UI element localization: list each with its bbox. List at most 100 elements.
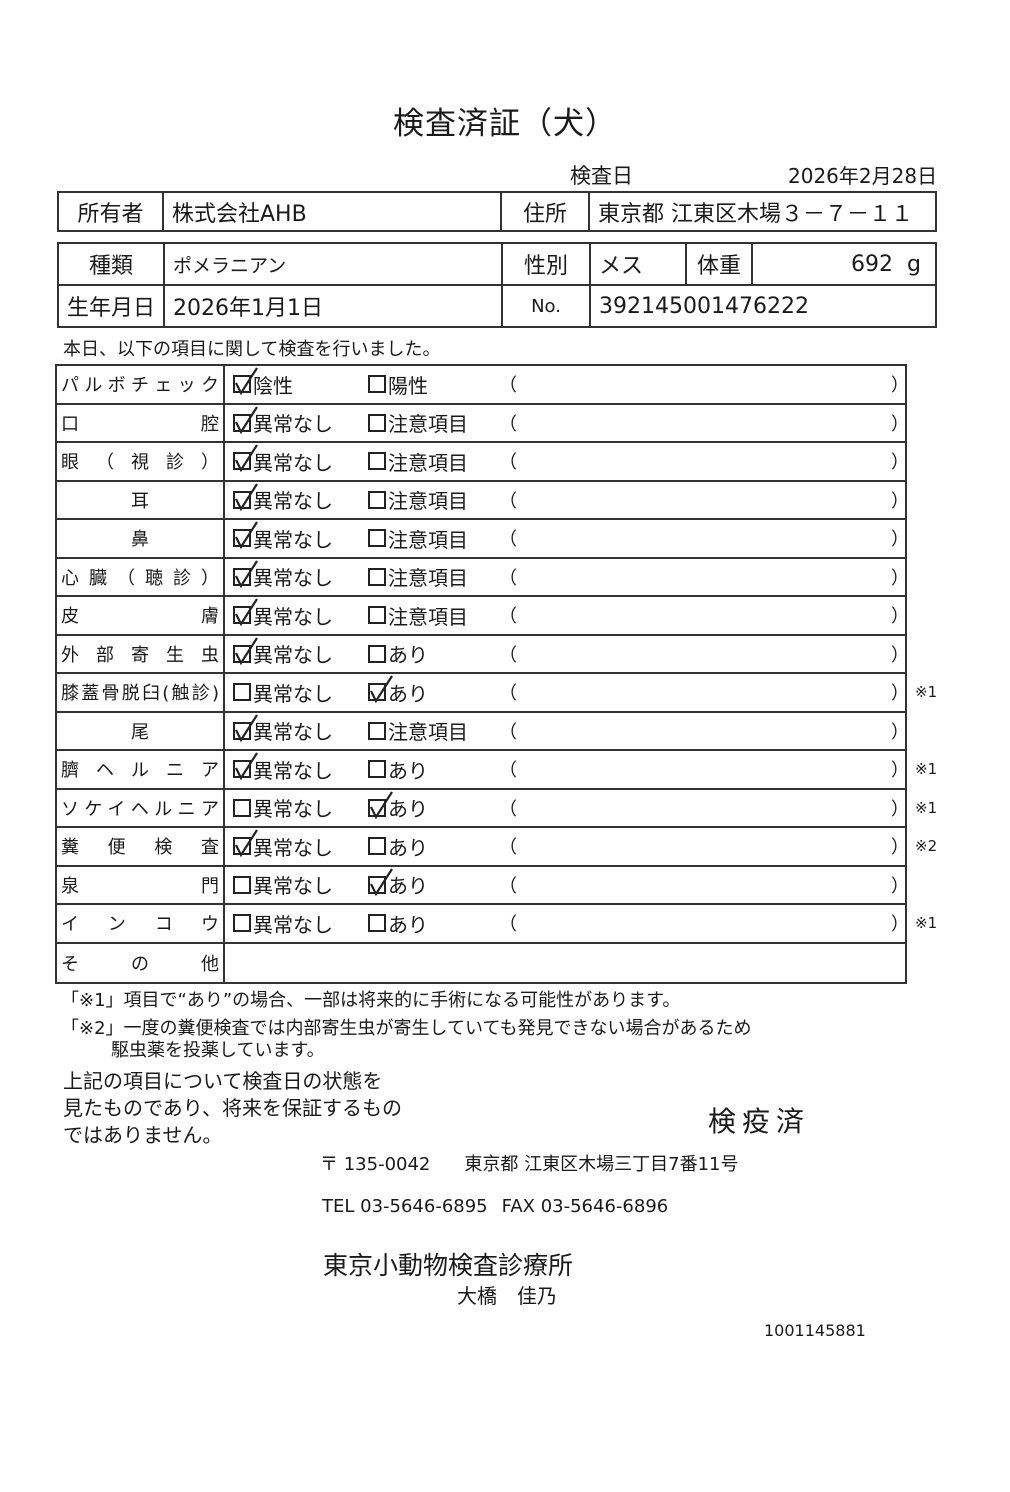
- check-option[interactable]: 異常なし: [233, 636, 333, 673]
- checkbox[interactable]: [233, 683, 251, 702]
- option-label: 注意項目: [388, 604, 468, 629]
- checkmark-icon: [235, 752, 258, 781]
- checkbox[interactable]: [233, 914, 251, 933]
- check-option[interactable]: 注意項目: [368, 520, 468, 557]
- check-item-label: その他: [57, 943, 225, 982]
- check-item-label: 臍ヘルニア: [57, 751, 225, 788]
- check-option[interactable]: 異常なし: [233, 867, 333, 904]
- checkbox[interactable]: [368, 452, 386, 471]
- check-option[interactable]: あり: [368, 636, 428, 673]
- check-option[interactable]: あり: [368, 674, 428, 711]
- remarks-close: ）: [891, 452, 909, 474]
- checkbox[interactable]: [368, 490, 386, 509]
- check-option[interactable]: 異常なし: [233, 790, 333, 827]
- checkbox[interactable]: [233, 714, 258, 742]
- checkbox[interactable]: [368, 413, 386, 432]
- remarks-open: （: [499, 490, 517, 512]
- check-item-text: 臍ヘルニア: [61, 760, 219, 782]
- check-option[interactable]: 異常なし: [233, 674, 333, 711]
- check-option[interactable]: 注意項目: [368, 405, 468, 442]
- option-label: 注意項目: [388, 489, 468, 514]
- checkbox[interactable]: [233, 406, 258, 434]
- checkbox[interactable]: [233, 829, 258, 858]
- check-option[interactable]: 異常なし: [233, 520, 333, 557]
- checkbox[interactable]: [233, 798, 251, 817]
- check-option[interactable]: 異常なし: [233, 597, 333, 634]
- check-option[interactable]: 注意項目: [368, 597, 468, 634]
- check-option[interactable]: 陽性: [368, 366, 428, 403]
- remarks-close: ）: [891, 798, 909, 820]
- check-item-text: 糞便検査: [61, 837, 219, 859]
- checkbox[interactable]: [368, 375, 386, 394]
- check-option[interactable]: あり: [368, 867, 428, 904]
- checkbox[interactable]: [368, 721, 386, 740]
- check-option[interactable]: 異常なし: [233, 713, 333, 750]
- checkmark-icon: [235, 714, 258, 742]
- check-option[interactable]: 異常なし: [233, 751, 333, 788]
- checkbox[interactable]: [368, 914, 386, 933]
- check-option[interactable]: 異常なし: [233, 405, 333, 442]
- check-option[interactable]: あり: [368, 828, 428, 865]
- checkmark-icon: [370, 868, 393, 896]
- check-option[interactable]: 異常なし: [233, 828, 333, 865]
- check-item-text: 皮膚: [61, 606, 219, 628]
- check-item-text: 尾: [131, 721, 149, 743]
- check-row: 外部寄生虫 異常なし あり （ ）: [57, 635, 909, 674]
- checkbox[interactable]: [233, 637, 258, 665]
- check-option[interactable]: 注意項目: [368, 443, 468, 480]
- checkbox[interactable]: [368, 760, 386, 779]
- checkbox[interactable]: [368, 606, 386, 625]
- option-label: 異常なし: [253, 412, 333, 437]
- checkbox[interactable]: [233, 598, 258, 627]
- check-option[interactable]: 注意項目: [368, 559, 468, 596]
- check-option[interactable]: 注意項目: [368, 713, 468, 750]
- remarks-close: ）: [891, 490, 909, 512]
- check-option[interactable]: 異常なし: [233, 559, 333, 596]
- checkbox[interactable]: [368, 791, 393, 819]
- check-row: その他: [57, 943, 905, 982]
- birth-value: 2026年1月1日: [163, 284, 504, 328]
- inspection-date: 2026年2月28日: [788, 164, 938, 188]
- checkbox[interactable]: [233, 560, 258, 588]
- birth-label: 生年月日: [56, 284, 166, 328]
- checkbox[interactable]: [368, 644, 386, 663]
- checkbox[interactable]: [233, 367, 258, 396]
- sex-label: 性別: [501, 242, 592, 286]
- check-option[interactable]: あり: [368, 751, 428, 788]
- remarks-close: ）: [891, 721, 909, 743]
- check-item-text: 眼（視診）: [61, 452, 219, 474]
- checkbox[interactable]: [368, 837, 386, 856]
- disclaimer-line: ではありません。: [63, 1123, 223, 1147]
- remarks-close: ）: [891, 413, 909, 435]
- check-option[interactable]: 異常なし: [233, 443, 333, 480]
- remarks-open: （: [499, 914, 517, 936]
- checkbox[interactable]: [368, 675, 393, 704]
- checkbox[interactable]: [233, 444, 258, 473]
- option-label: 異常なし: [253, 450, 333, 475]
- option-label: 注意項目: [388, 450, 468, 475]
- check-item-text: 泉門: [61, 875, 219, 897]
- checkmark-icon: [235, 406, 258, 434]
- option-label: 異常なし: [253, 643, 333, 668]
- check-option[interactable]: 陰性: [233, 366, 293, 403]
- checkbox[interactable]: [233, 875, 251, 894]
- checkbox[interactable]: [233, 483, 258, 511]
- option-label: 異常なし: [253, 489, 333, 514]
- check-option[interactable]: あり: [368, 905, 428, 942]
- checkbox[interactable]: [368, 529, 386, 548]
- check-option[interactable]: 異常なし: [233, 482, 333, 519]
- check-item-text: 鼻: [131, 529, 149, 551]
- checkbox[interactable]: [368, 868, 393, 896]
- document-title: 検査済証（犬）: [393, 106, 617, 142]
- checkbox[interactable]: [368, 567, 386, 586]
- option-label: あり: [388, 835, 428, 860]
- checkbox[interactable]: [233, 752, 258, 781]
- check-item-text: パルボチェック: [61, 375, 219, 397]
- check-option[interactable]: あり: [368, 790, 428, 827]
- weight-value: 692: [851, 251, 894, 277]
- option-label: 異常なし: [253, 604, 333, 629]
- check-option[interactable]: 注意項目: [368, 482, 468, 519]
- check-option[interactable]: 異常なし: [233, 905, 333, 942]
- check-item-text: インコウ: [61, 914, 219, 936]
- checkbox[interactable]: [233, 521, 258, 550]
